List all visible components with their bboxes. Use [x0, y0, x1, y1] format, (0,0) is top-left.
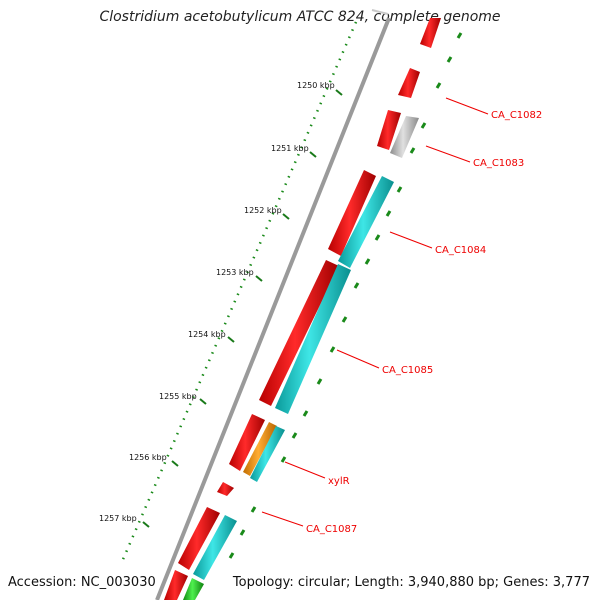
leader-line-ca-c1083 [425, 145, 471, 163]
cog-track [183, 116, 419, 600]
gc-tick [446, 56, 453, 63]
cog-feature-cyan[interactable] [250, 426, 285, 482]
ruler-tick-1253 [255, 275, 263, 282]
topology-text: Topology: circular; Length: 3,940,880 bp… [232, 575, 590, 590]
gc-tick [409, 147, 416, 154]
gene-label-ca-c1083[interactable]: CA_C1083 [473, 158, 524, 169]
ruler-label: 1255 kbp [159, 392, 197, 401]
gene-labels: CA_C1082 CA_C1083 CA_C1084 CA_C1085 xylR… [306, 110, 542, 535]
ruler-tick-1254 [227, 336, 235, 343]
ruler-label: 1254 kbp [188, 330, 226, 339]
gene-label-ca-c1084[interactable]: CA_C1084 [435, 245, 486, 256]
cds-feature[interactable] [229, 414, 265, 471]
cog-feature-gray[interactable] [390, 116, 419, 158]
gene-label-ca-c1087[interactable]: CA_C1087 [306, 524, 357, 535]
leader-line-xylr [284, 461, 326, 479]
ruler-tick-1250 [335, 89, 343, 96]
cds-feature[interactable] [420, 18, 441, 48]
gc-tick [435, 82, 442, 89]
gc-tick [456, 32, 463, 39]
cog-feature-green[interactable] [183, 578, 204, 600]
gene-label-xylr[interactable]: xylR [328, 476, 350, 487]
leader-line-ca-c1084 [389, 231, 433, 249]
gc-tick [250, 506, 257, 513]
cds-feature[interactable] [217, 482, 234, 496]
cds-feature[interactable] [398, 68, 420, 98]
ruler-label: 1257 kbp [99, 514, 137, 523]
ruler-label: 1250 kbp [297, 81, 335, 90]
map-title: Clostridium acetobutylicum ATCC 824, com… [99, 9, 501, 25]
gc-tick [302, 410, 309, 417]
cog-feature-cyan[interactable] [275, 264, 351, 414]
ruler-tick-1255 [199, 398, 207, 405]
backbone-highlight [371, 9, 389, 15]
ruler-tick-1256 [171, 460, 179, 467]
cog-feature-cyan[interactable] [193, 515, 237, 580]
leader-line-ca-c1087 [261, 511, 304, 527]
gc-tick [291, 432, 298, 439]
gc-tick [228, 552, 235, 559]
cds-feature[interactable] [164, 570, 188, 600]
cds-feature[interactable] [328, 170, 376, 256]
cds-feature[interactable] [259, 260, 339, 406]
gc-tick [280, 456, 287, 463]
gc-tick [353, 282, 360, 289]
ruler-label: 1253 kbp [216, 268, 254, 277]
cog-feature-orange[interactable] [243, 422, 277, 476]
ruler-label: 1256 kbp [129, 453, 167, 462]
accession-text: Accession: NC_003030 [8, 575, 156, 590]
cds-track [164, 18, 441, 600]
ruler-ticks [142, 89, 343, 528]
ruler-label: 1252 kbp [244, 206, 282, 215]
gc-tick [341, 316, 348, 323]
gc-tick [420, 122, 427, 129]
gc-tick [316, 378, 323, 385]
gc-tick [374, 234, 381, 241]
cds-feature[interactable] [377, 110, 401, 150]
gc-tick [329, 346, 336, 353]
gc-tick [364, 258, 371, 265]
backbone-line [155, 17, 391, 600]
ruler-tick-1252 [282, 213, 290, 220]
cds-feature[interactable] [178, 507, 220, 570]
gc-track [228, 32, 463, 559]
gc-tick [396, 186, 403, 193]
gene-label-ca-c1085[interactable]: CA_C1085 [382, 365, 433, 376]
ruler-labels: 1250 kbp 1251 kbp 1252 kbp 1253 kbp 1254… [99, 81, 335, 523]
ruler-label: 1251 kbp [271, 144, 309, 153]
gc-tick [239, 529, 246, 536]
label-leaders [261, 97, 489, 527]
leader-line-ca-c1085 [336, 349, 380, 369]
cog-feature-cyan[interactable] [338, 176, 394, 268]
ruler-tick-1257 [142, 521, 150, 528]
ruler-tick-1251 [309, 151, 317, 158]
leader-line-ca-c1082 [445, 97, 489, 115]
gc-tick [385, 210, 392, 217]
gene-label-ca-c1082[interactable]: CA_C1082 [491, 110, 542, 121]
